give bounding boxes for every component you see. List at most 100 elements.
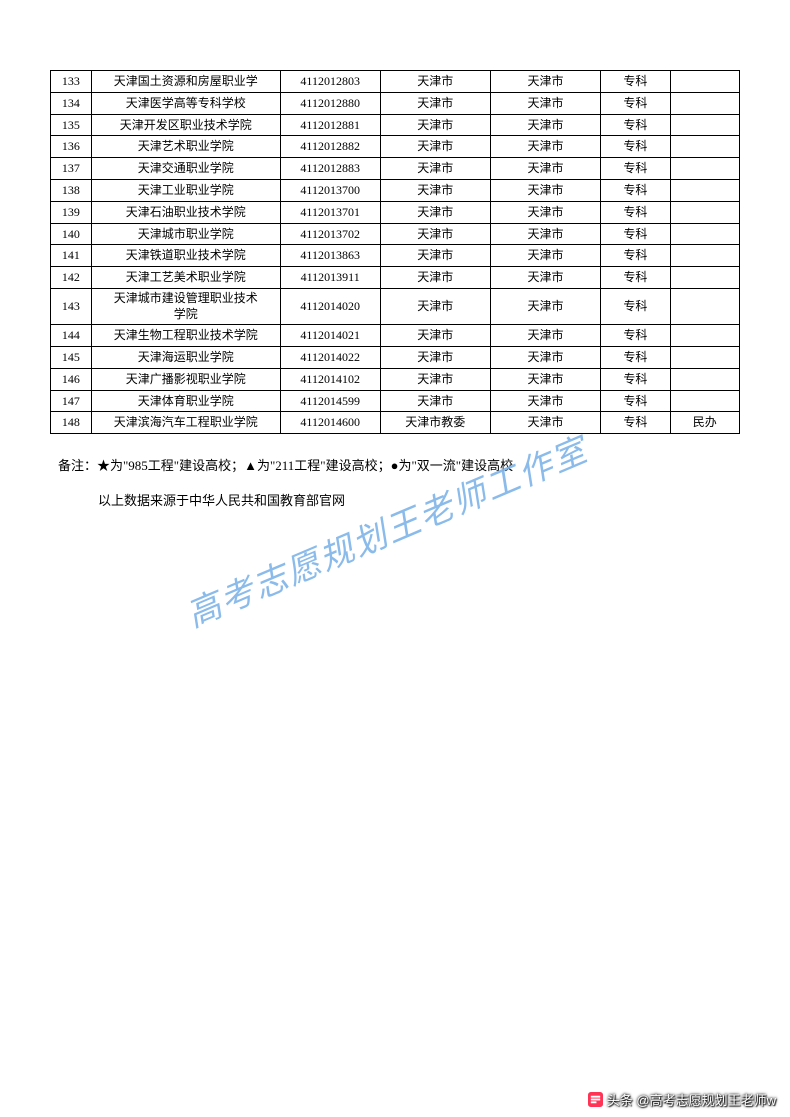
cell-city: 天津市 xyxy=(490,368,600,390)
cell-index: 147 xyxy=(51,390,92,412)
table-row: 141天津铁道职业技术学院4112013863天津市天津市专科 xyxy=(51,245,740,267)
cell-code: 4112014599 xyxy=(280,390,380,412)
cell-index: 143 xyxy=(51,288,92,324)
cell-city: 天津市 xyxy=(490,245,600,267)
cell-level: 专科 xyxy=(601,390,670,412)
cell-school-name: 天津医学高等专科学校 xyxy=(91,92,280,114)
cell-type xyxy=(670,158,739,180)
cell-school-name: 天津生物工程职业技术学院 xyxy=(91,325,280,347)
cell-school-name: 天津铁道职业技术学院 xyxy=(91,245,280,267)
cell-type xyxy=(670,71,739,93)
cell-city: 天津市 xyxy=(490,325,600,347)
cell-level: 专科 xyxy=(601,346,670,368)
cell-city: 天津市 xyxy=(490,179,600,201)
cell-department: 天津市 xyxy=(380,245,490,267)
cell-department: 天津市 xyxy=(380,223,490,245)
cell-code: 4112013863 xyxy=(280,245,380,267)
cell-code: 4112014020 xyxy=(280,288,380,324)
cell-type xyxy=(670,390,739,412)
cell-level: 专科 xyxy=(601,325,670,347)
cell-level: 专科 xyxy=(601,223,670,245)
table-body: 133天津国土资源和房屋职业学4112012803天津市天津市专科134天津医学… xyxy=(51,71,740,434)
cell-type xyxy=(670,201,739,223)
table-row: 137天津交通职业学院4112012883天津市天津市专科 xyxy=(51,158,740,180)
cell-index: 137 xyxy=(51,158,92,180)
cell-department: 天津市 xyxy=(380,71,490,93)
table-row: 134天津医学高等专科学校4112012880天津市天津市专科 xyxy=(51,92,740,114)
cell-level: 专科 xyxy=(601,245,670,267)
table-row: 143天津城市建设管理职业技术学院4112014020天津市天津市专科 xyxy=(51,288,740,324)
cell-level: 专科 xyxy=(601,136,670,158)
table-row: 138天津工业职业学院4112013700天津市天津市专科 xyxy=(51,179,740,201)
cell-department: 天津市 xyxy=(380,136,490,158)
cell-code: 4112013701 xyxy=(280,201,380,223)
toutiao-icon xyxy=(588,1092,603,1107)
cell-type xyxy=(670,92,739,114)
cell-code: 4112012881 xyxy=(280,114,380,136)
table-row: 144天津生物工程职业技术学院4112014021天津市天津市专科 xyxy=(51,325,740,347)
cell-school-name: 天津石油职业技术学院 xyxy=(91,201,280,223)
table-row: 148天津滨海汽车工程职业学院4112014600天津市教委天津市专科民办 xyxy=(51,412,740,434)
cell-level: 专科 xyxy=(601,71,670,93)
cell-index: 133 xyxy=(51,71,92,93)
cell-index: 139 xyxy=(51,201,92,223)
cell-code: 4112014600 xyxy=(280,412,380,434)
cell-level: 专科 xyxy=(601,288,670,324)
cell-code: 4112013702 xyxy=(280,223,380,245)
cell-department: 天津市 xyxy=(380,325,490,347)
cell-type xyxy=(670,179,739,201)
cell-department: 天津市 xyxy=(380,390,490,412)
cell-code: 4112012883 xyxy=(280,158,380,180)
cell-type xyxy=(670,346,739,368)
page-container: 133天津国土资源和房屋职业学4112012803天津市天津市专科134天津医学… xyxy=(0,0,790,515)
cell-index: 135 xyxy=(51,114,92,136)
cell-school-name: 天津城市建设管理职业技术学院 xyxy=(91,288,280,324)
cell-type: 民办 xyxy=(670,412,739,434)
table-row: 142天津工艺美术职业学院4112013911天津市天津市专科 xyxy=(51,267,740,289)
table-row: 135天津开发区职业技术学院4112012881天津市天津市专科 xyxy=(51,114,740,136)
cell-level: 专科 xyxy=(601,114,670,136)
cell-type xyxy=(670,114,739,136)
cell-type xyxy=(670,368,739,390)
cell-department: 天津市 xyxy=(380,368,490,390)
cell-type xyxy=(670,288,739,324)
cell-index: 140 xyxy=(51,223,92,245)
cell-city: 天津市 xyxy=(490,412,600,434)
cell-index: 148 xyxy=(51,412,92,434)
cell-code: 4112014021 xyxy=(280,325,380,347)
cell-city: 天津市 xyxy=(490,158,600,180)
cell-school-name: 天津工艺美术职业学院 xyxy=(91,267,280,289)
cell-level: 专科 xyxy=(601,412,670,434)
cell-city: 天津市 xyxy=(490,288,600,324)
table-row: 145天津海运职业学院4112014022天津市天津市专科 xyxy=(51,346,740,368)
cell-city: 天津市 xyxy=(490,267,600,289)
cell-school-name: 天津广播影视职业学院 xyxy=(91,368,280,390)
cell-code: 4112013700 xyxy=(280,179,380,201)
cell-type xyxy=(670,325,739,347)
cell-city: 天津市 xyxy=(490,71,600,93)
footer-text: 头条 @高考志愿规划王老师w xyxy=(607,1090,776,1109)
cell-code: 4112012803 xyxy=(280,71,380,93)
cell-department: 天津市 xyxy=(380,158,490,180)
cell-department: 天津市教委 xyxy=(380,412,490,434)
table-row: 140天津城市职业学院4112013702天津市天津市专科 xyxy=(51,223,740,245)
cell-code: 4112013911 xyxy=(280,267,380,289)
cell-department: 天津市 xyxy=(380,288,490,324)
cell-code: 4112012882 xyxy=(280,136,380,158)
cell-index: 146 xyxy=(51,368,92,390)
cell-index: 134 xyxy=(51,92,92,114)
cell-level: 专科 xyxy=(601,368,670,390)
cell-school-name: 天津体育职业学院 xyxy=(91,390,280,412)
table-row: 147天津体育职业学院4112014599天津市天津市专科 xyxy=(51,390,740,412)
cell-type xyxy=(670,223,739,245)
cell-city: 天津市 xyxy=(490,223,600,245)
cell-city: 天津市 xyxy=(490,390,600,412)
cell-city: 天津市 xyxy=(490,114,600,136)
cell-type xyxy=(670,245,739,267)
cell-school-name: 天津交通职业学院 xyxy=(91,158,280,180)
cell-city: 天津市 xyxy=(490,92,600,114)
cell-index: 138 xyxy=(51,179,92,201)
cell-city: 天津市 xyxy=(490,136,600,158)
cell-city: 天津市 xyxy=(490,346,600,368)
footer-attribution: 头条 @高考志愿规划王老师w xyxy=(588,1090,776,1109)
